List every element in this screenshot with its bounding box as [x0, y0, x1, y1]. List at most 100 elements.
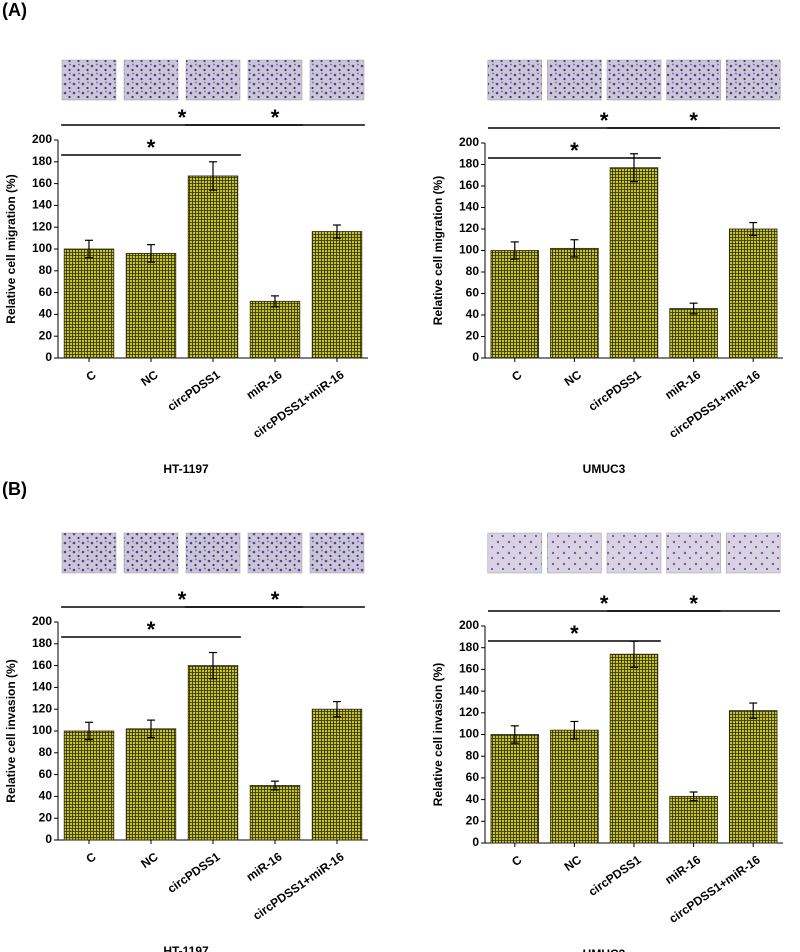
y-axis-label: Relative cell invasion (%)	[4, 659, 18, 802]
significance-star: *	[689, 591, 698, 616]
micrograph	[185, 532, 241, 574]
micrograph	[666, 59, 721, 101]
x-tick-label: C	[509, 852, 524, 869]
significance-star: *	[178, 105, 187, 130]
micrograph	[606, 59, 662, 101]
bar	[311, 231, 363, 359]
error-bar	[510, 241, 519, 260]
y-tick-label: 180	[32, 636, 52, 650]
y-tick-label: 120	[459, 221, 479, 235]
error-bar	[85, 721, 93, 741]
bar	[249, 300, 301, 359]
bar	[249, 785, 301, 841]
bar	[609, 167, 659, 359]
y-tick-label: 20	[39, 328, 53, 342]
x-axis-label: UMUC3	[583, 947, 626, 952]
micrograph	[309, 59, 365, 101]
bar	[63, 248, 115, 359]
error-bar	[147, 719, 155, 739]
micrograph	[309, 532, 365, 574]
panel-label: (B)	[2, 479, 27, 499]
y-tick-label: 200	[459, 135, 479, 149]
bar	[669, 795, 718, 844]
y-tick-label: 140	[32, 680, 52, 694]
y-tick-label: 60	[39, 285, 53, 299]
error-bar	[209, 161, 217, 191]
micrograph	[547, 59, 602, 101]
x-axis-label: HT-1197	[163, 944, 209, 952]
x-tick-label: C	[83, 367, 98, 384]
y-tick-label: 40	[466, 792, 480, 806]
y-tick-label: 180	[459, 157, 479, 171]
y-tick-label: 140	[32, 198, 52, 212]
micrograph	[547, 532, 602, 574]
x-tick-label: circPDSS1	[165, 367, 223, 413]
x-tick-label: C	[83, 849, 98, 866]
y-tick-label: 200	[32, 132, 52, 146]
significance-star: *	[600, 591, 609, 616]
micrograph	[61, 532, 117, 574]
error-bar	[689, 791, 698, 802]
y-tick-label: 40	[466, 307, 480, 321]
significance-star: *	[689, 108, 698, 133]
x-tick-label: miR-16	[244, 367, 285, 402]
micrograph	[606, 532, 662, 574]
y-tick-label: 100	[32, 241, 52, 255]
y-tick-label: 60	[39, 767, 53, 781]
bar	[550, 247, 599, 359]
micrograph	[487, 59, 543, 101]
y-tick-label: 120	[32, 219, 52, 233]
y-axis-label: Relative cell migration (%)	[431, 176, 445, 325]
y-tick-label: 80	[39, 745, 53, 759]
bar	[728, 228, 778, 359]
y-tick-label: 200	[459, 618, 479, 632]
y-tick-label: 60	[466, 286, 480, 300]
micrograph	[123, 532, 179, 574]
error-bar	[510, 725, 519, 744]
y-tick-label: 0	[472, 350, 479, 364]
y-tick-label: 80	[466, 264, 480, 278]
micrograph	[666, 532, 721, 574]
y-tick-label: 20	[39, 810, 53, 824]
y-tick-label: 0	[472, 835, 479, 849]
bar	[63, 730, 115, 841]
y-tick-label: 120	[32, 701, 52, 715]
bar	[187, 665, 239, 841]
bar	[550, 729, 599, 844]
y-axis-label: Relative cell invasion (%)	[431, 663, 445, 806]
x-tick-label: miR-16	[662, 852, 703, 887]
bar	[609, 653, 659, 844]
y-tick-label: 20	[466, 329, 480, 343]
x-tick-label: miR-16	[662, 367, 703, 402]
bar	[728, 710, 778, 844]
significance-star: *	[570, 138, 579, 163]
y-tick-label: 160	[459, 662, 479, 676]
error-bar	[333, 224, 341, 239]
x-tick-label: C	[509, 367, 524, 384]
y-tick-label: 100	[459, 727, 479, 741]
y-tick-label: 20	[466, 813, 480, 827]
significance-star: *	[271, 105, 280, 130]
y-axis-label: Relative cell migration (%)	[4, 174, 18, 323]
y-tick-label: 160	[32, 658, 52, 672]
bar	[125, 252, 177, 359]
x-tick-label: miR-16	[244, 849, 285, 884]
y-tick-label: 80	[466, 748, 480, 762]
error-bar	[333, 700, 341, 718]
x-tick-label: NC	[138, 849, 161, 871]
bar	[311, 708, 363, 841]
x-axis-label: UMUC3	[583, 462, 626, 476]
y-tick-label: 100	[32, 723, 52, 737]
error-bar	[271, 780, 279, 791]
bar	[125, 728, 177, 841]
micrograph	[487, 532, 543, 574]
y-tick-label: 200	[32, 614, 52, 628]
micrograph	[61, 59, 117, 101]
error-bar	[570, 720, 579, 740]
significance-star: *	[600, 108, 609, 133]
micrograph	[247, 59, 303, 101]
x-tick-label: NC	[562, 852, 585, 874]
x-tick-label: NC	[138, 367, 161, 389]
y-tick-label: 180	[32, 154, 52, 168]
significance-star: *	[570, 621, 579, 646]
